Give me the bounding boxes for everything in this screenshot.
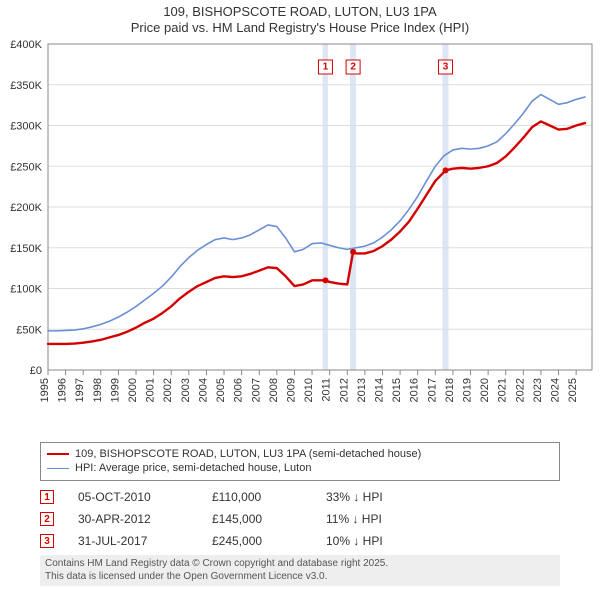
svg-text:2022: 2022 <box>514 378 526 402</box>
svg-text:2021: 2021 <box>497 378 509 402</box>
line-chart-svg: £0 £50K £100K £150K £200K £250K £300K £350K £400… <box>0 38 600 438</box>
tx-date: 30-APR-2012 <box>78 512 188 526</box>
svg-text:2019: 2019 <box>462 378 474 402</box>
svg-text:2007: 2007 <box>250 378 262 402</box>
svg-text:2015: 2015 <box>391 378 403 402</box>
attribution-footer: Contains HM Land Registry data © Crown c… <box>40 555 560 586</box>
svg-text:2025: 2025 <box>567 378 579 402</box>
footer-line-2: This data is licensed under the Open Gov… <box>45 571 555 584</box>
svg-text:1999: 1999 <box>109 378 121 402</box>
legend-item: 109, BISHOPSCOTE ROAD, LUTON, LU3 1PA (s… <box>47 447 553 461</box>
svg-text:2010: 2010 <box>303 378 315 402</box>
svg-text:£200K: £200K <box>10 202 42 214</box>
svg-text:£400K: £400K <box>10 39 42 51</box>
footer-line-1: Contains HM Land Registry data © Crown c… <box>45 558 555 571</box>
legend-swatch-blue <box>47 468 69 469</box>
svg-text:1995: 1995 <box>39 378 51 402</box>
tx-diff: 10% ↓ HPI <box>326 534 436 548</box>
svg-text:2014: 2014 <box>373 378 385 402</box>
chart-area: £0 £50K £100K £150K £200K £250K £300K £350K £400… <box>0 38 600 438</box>
svg-text:£350K: £350K <box>10 80 42 92</box>
svg-text:£250K: £250K <box>10 161 42 173</box>
legend-label: 109, BISHOPSCOTE ROAD, LUTON, LU3 1PA (s… <box>75 447 421 461</box>
svg-text:2024: 2024 <box>550 378 562 402</box>
marker-icon: 1 <box>40 490 54 504</box>
svg-text:2009: 2009 <box>285 378 297 402</box>
svg-text:2020: 2020 <box>479 378 491 402</box>
tx-date: 05-OCT-2010 <box>78 490 188 504</box>
table-row: 2 30-APR-2012 £145,000 11% ↓ HPI <box>40 508 560 530</box>
svg-text:2012: 2012 <box>338 378 350 402</box>
title-line-1: 109, BISHOPSCOTE ROAD, LUTON, LU3 1PA <box>0 4 600 20</box>
svg-text:2: 2 <box>350 62 356 73</box>
title-line-2: Price paid vs. HM Land Registry's House … <box>0 20 600 36</box>
svg-text:1996: 1996 <box>57 378 69 402</box>
svg-text:1998: 1998 <box>92 378 104 402</box>
svg-text:2008: 2008 <box>268 378 280 402</box>
svg-text:2006: 2006 <box>233 378 245 402</box>
transactions-table: 1 05-OCT-2010 £110,000 33% ↓ HPI 2 30-AP… <box>40 486 560 552</box>
svg-text:2004: 2004 <box>197 378 209 402</box>
svg-text:2017: 2017 <box>426 378 438 402</box>
svg-text:2013: 2013 <box>356 378 368 402</box>
legend-item: HPI: Average price, semi-detached house,… <box>47 461 553 475</box>
chart-title-block: 109, BISHOPSCOTE ROAD, LUTON, LU3 1PA Pr… <box>0 0 600 37</box>
svg-text:2001: 2001 <box>145 378 157 402</box>
svg-text:2016: 2016 <box>409 378 421 402</box>
svg-text:2018: 2018 <box>444 378 456 402</box>
svg-text:2011: 2011 <box>321 378 333 402</box>
svg-text:1997: 1997 <box>74 378 86 402</box>
legend-label: HPI: Average price, semi-detached house,… <box>75 461 311 475</box>
svg-text:3: 3 <box>443 62 449 73</box>
legend: 109, BISHOPSCOTE ROAD, LUTON, LU3 1PA (s… <box>40 442 560 481</box>
svg-text:£0: £0 <box>30 365 42 377</box>
svg-text:1: 1 <box>323 62 329 73</box>
table-row: 1 05-OCT-2010 £110,000 33% ↓ HPI <box>40 486 560 508</box>
svg-text:£150K: £150K <box>10 243 42 255</box>
marker-icon: 3 <box>40 534 54 548</box>
table-row: 3 31-JUL-2017 £245,000 10% ↓ HPI <box>40 530 560 552</box>
svg-text:2000: 2000 <box>127 378 139 402</box>
tx-date: 31-JUL-2017 <box>78 534 188 548</box>
svg-text:£100K: £100K <box>10 284 42 296</box>
tx-diff: 33% ↓ HPI <box>326 490 436 504</box>
tx-diff: 11% ↓ HPI <box>326 512 436 526</box>
tx-price: £110,000 <box>212 490 302 504</box>
svg-text:£50K: £50K <box>16 324 42 336</box>
legend-swatch-red <box>47 453 69 455</box>
svg-text:2023: 2023 <box>532 378 544 402</box>
svg-text:2005: 2005 <box>215 378 227 402</box>
marker-icon: 2 <box>40 512 54 526</box>
tx-price: £145,000 <box>212 512 302 526</box>
svg-text:2002: 2002 <box>162 378 174 402</box>
svg-text:£300K: £300K <box>10 121 42 133</box>
tx-price: £245,000 <box>212 534 302 548</box>
svg-text:2003: 2003 <box>180 378 192 402</box>
